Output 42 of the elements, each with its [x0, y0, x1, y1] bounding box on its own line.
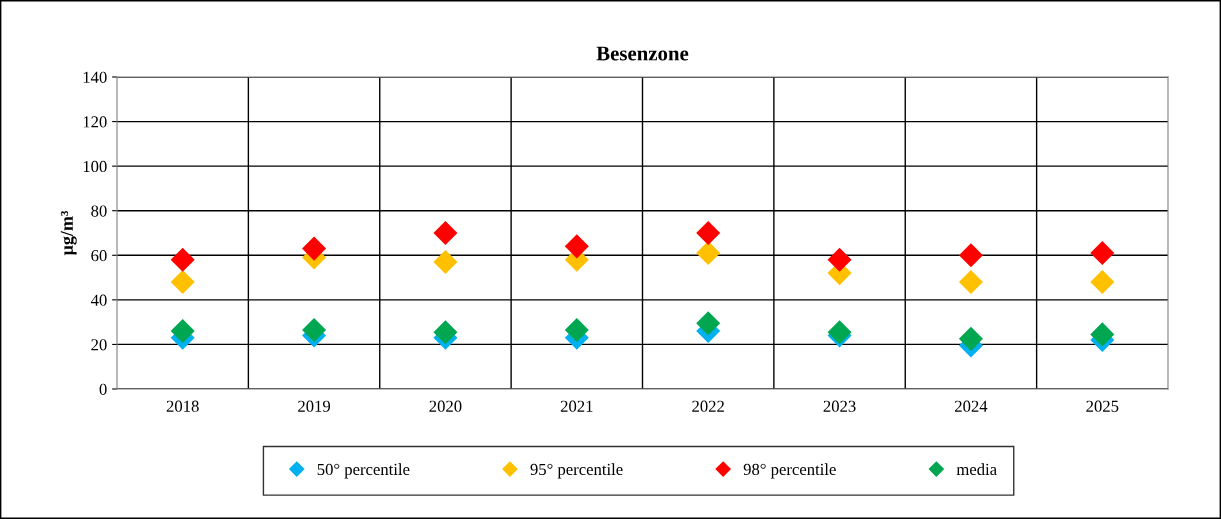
x-tick-label: 2021 [560, 400, 593, 412]
chart-title: Besenzone [596, 46, 689, 61]
point [170, 319, 195, 344]
point [433, 320, 458, 345]
point [696, 220, 721, 246]
point [302, 236, 327, 261]
point [433, 220, 458, 246]
y-axis-title: μg/m³ [60, 211, 77, 256]
point [827, 247, 852, 272]
y-tick-label: 100 [83, 160, 107, 173]
point [170, 247, 195, 272]
y-tick-label: 20 [91, 339, 107, 351]
y-tick-label: 0 [99, 383, 107, 395]
point [302, 317, 327, 342]
point [170, 270, 195, 295]
point [958, 270, 983, 295]
y-tick-label: 60 [91, 249, 107, 262]
point [696, 311, 721, 336]
x-tick-label: 2023 [823, 400, 856, 412]
y-tick-label: 120 [83, 116, 107, 128]
point [564, 234, 589, 259]
x-tick-label: 2018 [166, 400, 199, 412]
y-tick-label: 80 [91, 205, 107, 217]
x-tick-label: 2024 [955, 400, 988, 412]
point [958, 243, 983, 268]
point [433, 249, 458, 274]
point [958, 326, 983, 351]
x-tick-label: 2020 [429, 400, 462, 412]
x-tick-label: 2025 [1086, 400, 1119, 412]
point [1090, 322, 1115, 347]
y-tick-label: 140 [83, 71, 107, 83]
point [696, 241, 721, 266]
legend-label: 50° percentile [317, 463, 410, 479]
legend-label: 95° percentile [530, 463, 623, 479]
point [1090, 270, 1115, 295]
y-tick-label: 40 [90, 294, 107, 306]
x-tick-label: 2019 [298, 400, 331, 412]
point [564, 317, 589, 342]
x-tick-label: 2022 [692, 400, 724, 412]
point [1090, 241, 1115, 266]
legend-label: 98° percentile [743, 463, 836, 479]
legend-label: media [956, 463, 997, 476]
